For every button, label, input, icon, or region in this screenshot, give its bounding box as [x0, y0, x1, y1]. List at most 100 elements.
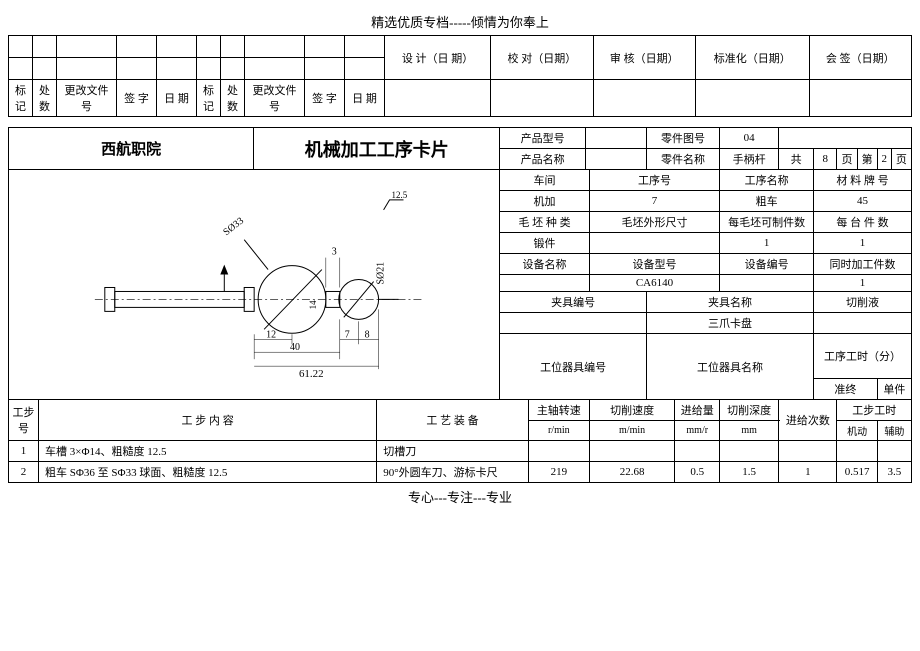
page-label: 页 [837, 149, 857, 170]
machine-time-header: 机动 [837, 421, 877, 441]
simul: 1 [814, 275, 912, 292]
part-name-label: 零件名称 [646, 149, 719, 170]
step-feed [675, 441, 720, 462]
unit-label: 单件 [877, 379, 911, 400]
process-name-label: 工序名称 [720, 170, 814, 191]
station-no-label: 工位器具编号 [500, 334, 647, 400]
blank-dim-label: 毛坯外形尺寸 [589, 212, 719, 233]
station-name-label: 工位器具名称 [646, 334, 813, 400]
workshop-label: 车间 [500, 170, 589, 191]
cutspeed-header: 切削速度 [589, 400, 675, 421]
passes-header: 进给次数 [779, 400, 837, 441]
step-depth: 1.5 [720, 462, 779, 483]
process-card-table: 西航职院 机械加工工序卡片 产品型号 零件图号 04 产品名称 零件名称 手柄杆… [8, 127, 912, 483]
table-row: 1 车槽 3×Φ14、粗糙度 12.5 切槽刀 [9, 441, 912, 462]
per-blank: 1 [720, 233, 814, 254]
title-cell: 机械加工工序卡片 [254, 128, 500, 170]
step-passes [779, 441, 837, 462]
material-label: 材 料 牌 号 [814, 170, 912, 191]
feed-unit: mm/r [675, 421, 720, 441]
qty-label-2: 处数 [221, 80, 245, 117]
per-blank-label: 每毛坯可制件数 [720, 212, 814, 233]
fixture-no-label: 夹具编号 [500, 292, 647, 313]
audit-date-label: 审 核（日期） [593, 36, 695, 80]
cutspeed-unit: m/min [589, 421, 675, 441]
spindle-unit: r/min [528, 421, 589, 441]
process-no: 7 [589, 191, 719, 212]
check-date-label: 校 对（日期） [491, 36, 593, 80]
step-no-header: 工步号 [9, 400, 39, 441]
equip-no-label: 设备编号 [720, 254, 814, 275]
blank-type: 锻件 [500, 233, 589, 254]
approval-table: 设 计（日 期） 校 对（日期） 审 核（日期） 标准化（日期） 会 签（日期）… [8, 35, 912, 117]
svg-text:3: 3 [332, 247, 337, 258]
standard-date-label: 标准化（日期） [695, 36, 809, 80]
step-content: 车槽 3×Φ14、粗糙度 12.5 [39, 441, 377, 462]
nth: 2 [877, 149, 891, 170]
per-machine-label: 每 台 件 数 [814, 212, 912, 233]
step-at [877, 441, 911, 462]
mark-label: 标记 [9, 80, 33, 117]
step-no: 1 [9, 441, 39, 462]
svg-text:12: 12 [266, 329, 276, 340]
qty-label: 处数 [33, 80, 57, 117]
step-spindle [528, 441, 589, 462]
total-pages: 8 [814, 149, 837, 170]
page-header: 精选优质专档-----倾情为你奉上 [8, 12, 912, 31]
step-tooling: 90°外圆车刀、游标卡尺 [377, 462, 529, 483]
spindle-header: 主轴转速 [528, 400, 589, 421]
step-passes: 1 [779, 462, 837, 483]
svg-text:SØ21: SØ21 [376, 262, 387, 285]
step-mt: 0.517 [837, 462, 877, 483]
date-label-2: 日 期 [345, 80, 385, 117]
step-feed: 0.5 [675, 462, 720, 483]
page-footer: 专心---专注---专业 [8, 487, 912, 506]
step-content: 粗车 SΦ36 至 SΦ33 球面、粗糙度 12.5 [39, 462, 377, 483]
svg-text:SØ33: SØ33 [221, 215, 246, 238]
svg-text:8: 8 [365, 329, 370, 340]
table-row: 2 粗车 SΦ36 至 SΦ33 球面、粗糙度 12.5 90°外圆车刀、游标卡… [9, 462, 912, 483]
process-time-label: 工序工时（分） [814, 334, 912, 379]
equip-model: CA6140 [589, 275, 719, 292]
mark-label-2: 标记 [197, 80, 221, 117]
svg-text:7: 7 [345, 329, 350, 340]
step-time-header: 工步工时 [837, 400, 912, 421]
date-label: 日 期 [157, 80, 197, 117]
svg-text:12.5: 12.5 [392, 190, 408, 200]
drawing-cell: 12.5 SØ33 SØ21 3 14 [9, 170, 500, 400]
part-drawing: 12.5 SØ33 SØ21 3 14 [9, 170, 499, 399]
aux-time-header: 辅助 [877, 421, 911, 441]
depth-header: 切削深度 [720, 400, 779, 421]
svg-text:40: 40 [290, 342, 300, 353]
blank-type-label: 毛 坯 种 类 [500, 212, 589, 233]
sign-label-2: 签 字 [305, 80, 345, 117]
coolant-label: 切削液 [814, 292, 912, 313]
product-name [585, 149, 646, 170]
cosign-date-label: 会 签（日期） [809, 36, 911, 80]
equip-model-label: 设备型号 [589, 254, 719, 275]
product-name-label: 产品名称 [500, 149, 586, 170]
step-mt [837, 441, 877, 462]
org-cell: 西航职院 [9, 128, 254, 170]
step-depth [720, 441, 779, 462]
svg-text:61.22: 61.22 [299, 368, 324, 380]
fixture-name-label: 夹具名称 [646, 292, 813, 313]
equip-name-label: 设备名称 [500, 254, 589, 275]
part-name: 手柄杆 [720, 149, 779, 170]
change-doc-label: 更改文件号 [57, 80, 117, 117]
svg-text:14: 14 [308, 300, 318, 309]
step-cutspeed [589, 441, 675, 462]
product-model [585, 128, 646, 149]
design-date-label: 设 计（日 期） [385, 36, 491, 80]
prep-label: 准终 [814, 379, 878, 400]
per-machine: 1 [814, 233, 912, 254]
blank-dim [589, 233, 719, 254]
simul-label: 同时加工件数 [814, 254, 912, 275]
step-cutspeed: 22.68 [589, 462, 675, 483]
tooling-header: 工 艺 装 备 [377, 400, 529, 441]
workshop: 机加 [500, 191, 589, 212]
step-at: 3.5 [877, 462, 911, 483]
depth-unit: mm [720, 421, 779, 441]
content-header: 工 步 内 容 [39, 400, 377, 441]
process-name: 粗车 [720, 191, 814, 212]
